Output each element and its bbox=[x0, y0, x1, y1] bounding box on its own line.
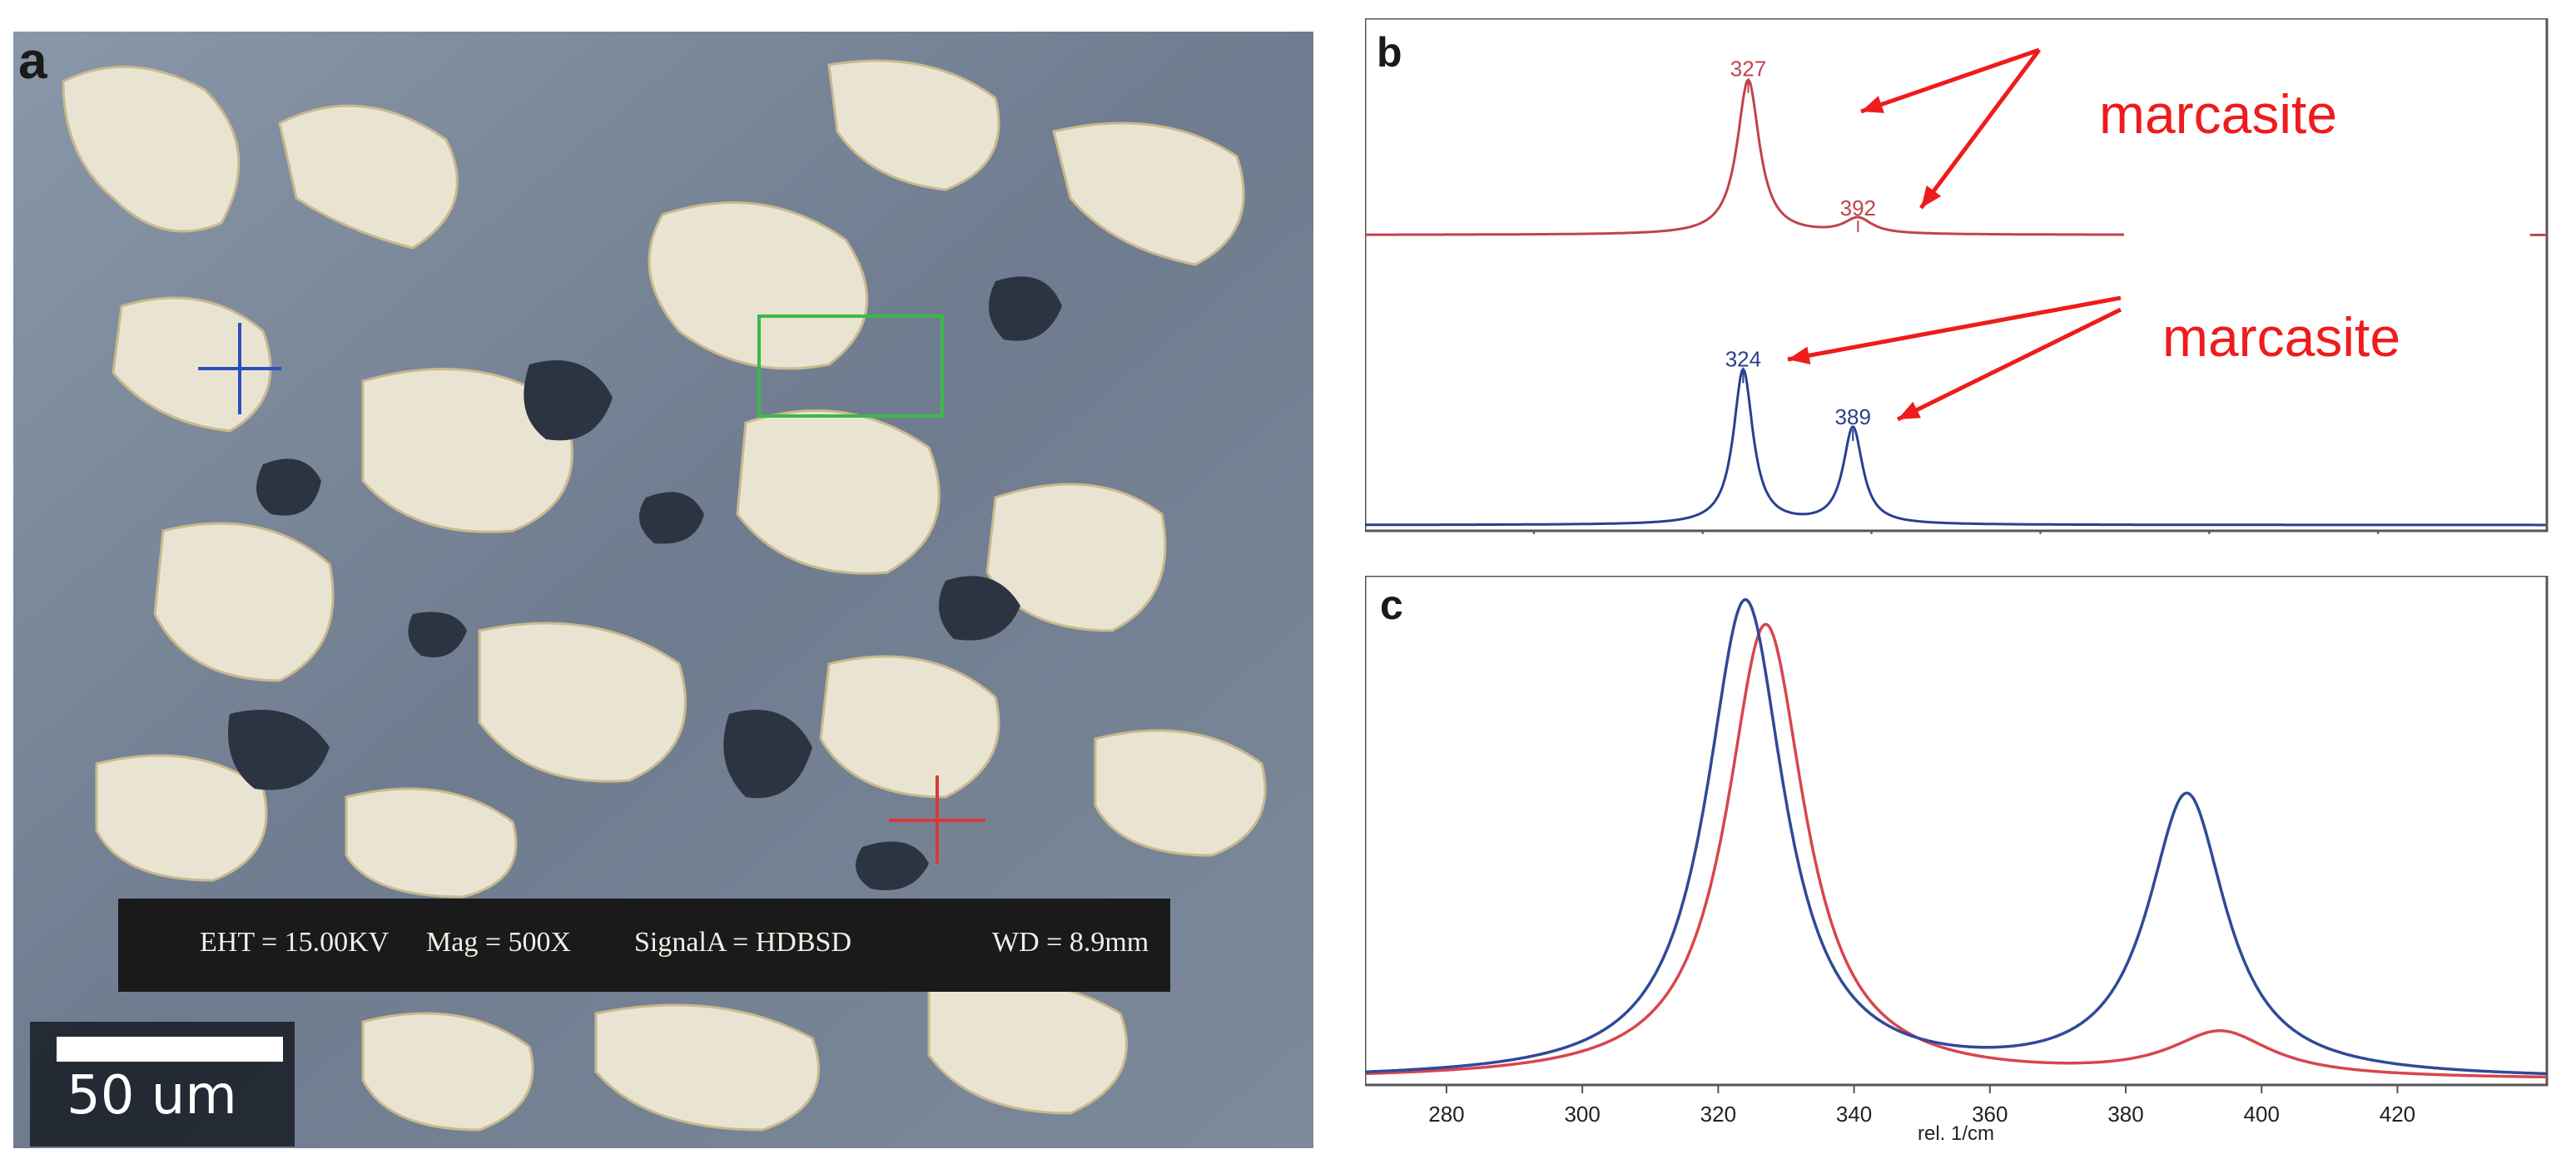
annotation-arrowhead bbox=[1861, 96, 1884, 113]
x-tick-label: 400 bbox=[2244, 1102, 2280, 1127]
annotation-arrow bbox=[1787, 295, 2122, 362]
plot-frame bbox=[1363, 17, 2549, 532]
scale-bar-line bbox=[57, 1037, 283, 1062]
sem-info-bar: EHT = 15.00KV Mag = 500X SignalA = HDBSD… bbox=[118, 899, 1170, 992]
chart-b-svg: 200300400500600700300360420480rel. 1/cmC… bbox=[1307, 17, 2549, 587]
annotation-arrow bbox=[1918, 48, 2042, 210]
x-tick-label: 360 bbox=[1972, 1102, 2008, 1127]
scale-bar-label: 50 um bbox=[67, 1065, 237, 1127]
x-tick-label: 420 bbox=[2380, 1102, 2415, 1127]
x-tick-label: 280 bbox=[1428, 1102, 1464, 1127]
series-line-1 bbox=[1365, 77, 2124, 236]
peak-label: 392 bbox=[1840, 196, 1876, 220]
blue-crosshair[interactable] bbox=[198, 323, 281, 414]
peak-label: 327 bbox=[1730, 57, 1766, 82]
x-tick-label: 340 bbox=[1836, 1102, 1872, 1127]
scale-bar: 50 um bbox=[30, 1022, 295, 1147]
series-line-1 bbox=[1364, 622, 2547, 1079]
series-line-2 bbox=[1365, 367, 2546, 527]
wd-label: WD = 8.9mm bbox=[992, 927, 1149, 958]
signal-label: SignalA = HDBSD bbox=[634, 927, 851, 958]
eht-label: EHT = 15.00KV bbox=[200, 927, 390, 958]
annotation-marcasite-top: marcasite bbox=[2099, 83, 2337, 145]
plot-frame bbox=[1363, 574, 2549, 1087]
peak-label: 389 bbox=[1835, 404, 1871, 429]
selection-box[interactable] bbox=[757, 315, 944, 418]
x-tick-label: 380 bbox=[2107, 1102, 2143, 1127]
x-tick-label: 300 bbox=[1564, 1102, 1600, 1127]
red-crosshair[interactable] bbox=[889, 775, 985, 864]
peak-label: 324 bbox=[1725, 346, 1761, 371]
panel-c-letter: c bbox=[1380, 582, 1403, 628]
raman-chart-c: 280300320340360380400420413420427434rel.… bbox=[1306, 574, 2560, 1154]
series-line-2 bbox=[1364, 597, 2547, 1076]
annotation-arrowhead bbox=[1898, 401, 1921, 419]
chart-c-svg: 280300320340360380400420413420427434rel.… bbox=[1306, 574, 2549, 1145]
annotation-arrowhead bbox=[1788, 346, 1811, 365]
micrograph-panel: a EHT = 15.00KV Mag = 500X SignalA = HDB… bbox=[13, 32, 1313, 1148]
x-axis-label: rel. 1/cm bbox=[1918, 1122, 1994, 1145]
x-tick-label: 320 bbox=[1700, 1102, 1736, 1127]
raman-chart-b: 200300400500600700300360420480rel. 1/cmC… bbox=[1307, 17, 2560, 587]
annotation-arrow bbox=[1860, 47, 2040, 114]
mag-label: Mag = 500X bbox=[426, 927, 572, 958]
annotation-arrow bbox=[1896, 307, 2122, 422]
panel-b-letter: b bbox=[1377, 29, 1402, 76]
panel-a-letter: a bbox=[18, 32, 47, 90]
annotation-marcasite-bottom: marcasite bbox=[2162, 306, 2400, 368]
annotation-arrowhead bbox=[1921, 185, 1942, 208]
